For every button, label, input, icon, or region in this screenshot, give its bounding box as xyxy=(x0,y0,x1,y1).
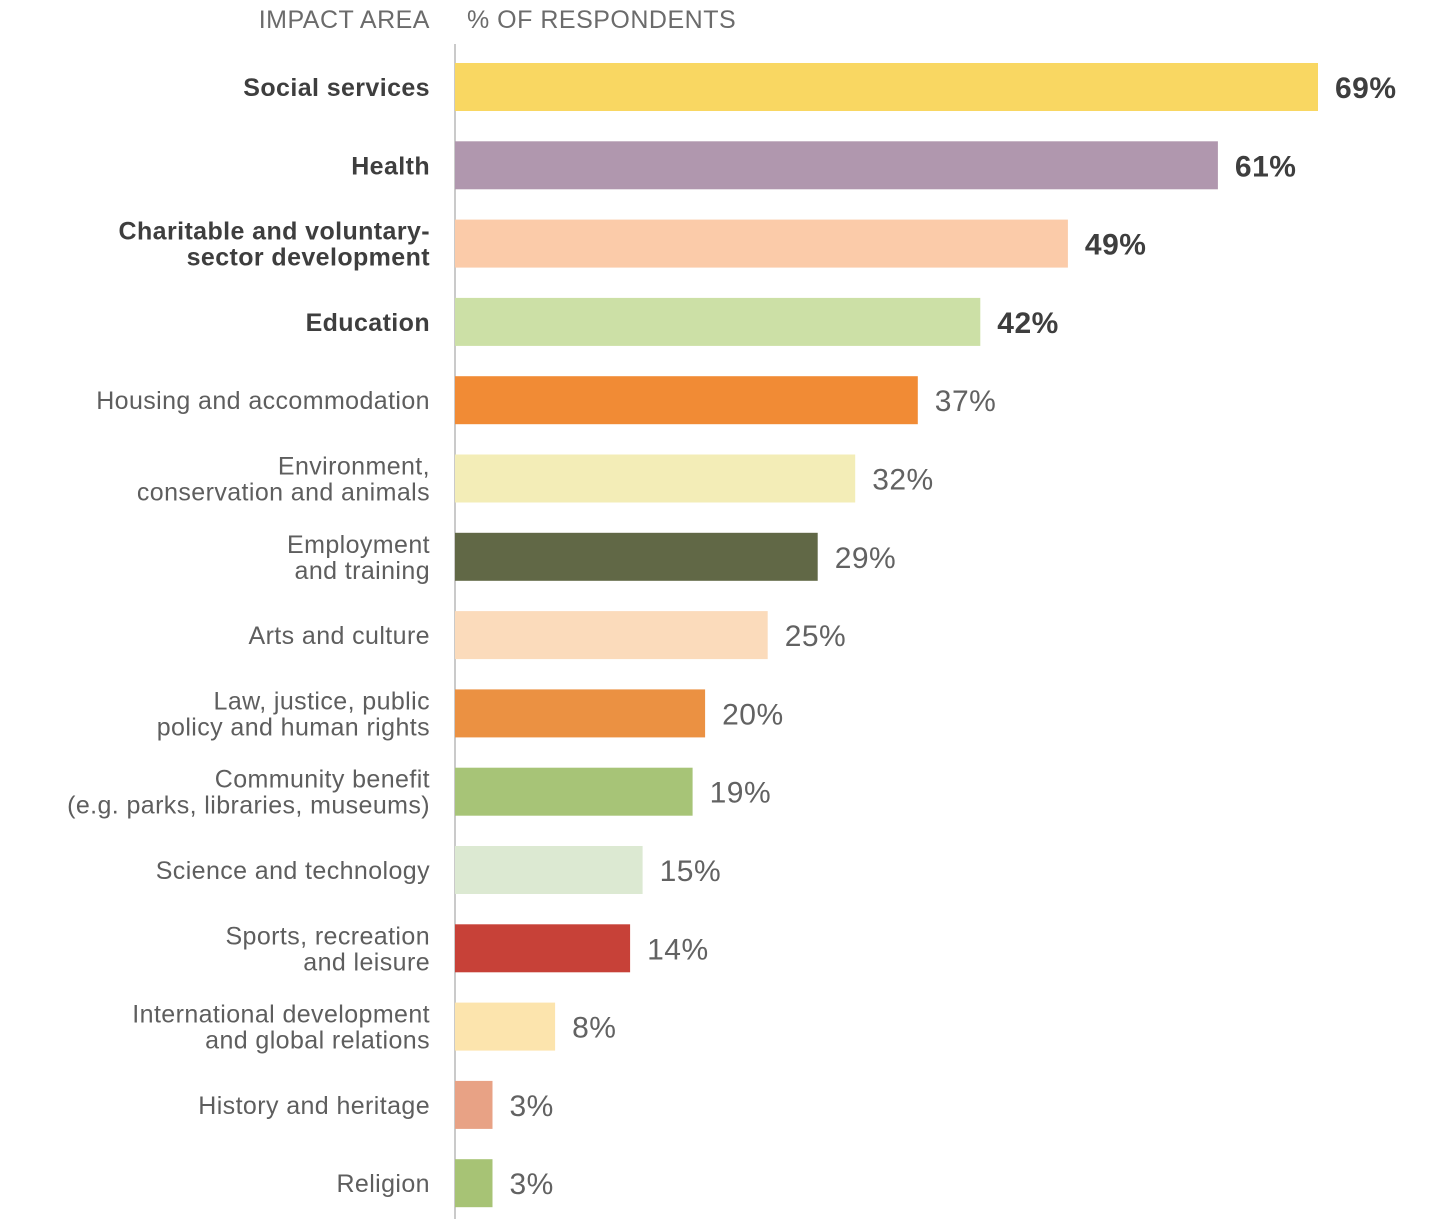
bar xyxy=(455,1002,556,1051)
value-label: 29% xyxy=(835,542,897,575)
value-label: 20% xyxy=(722,698,784,731)
category-column-header: IMPACT AREA xyxy=(259,6,430,34)
category-label: Community benefit xyxy=(215,766,430,794)
category-label: Charitable and voluntary- xyxy=(119,218,430,246)
bar xyxy=(455,1080,493,1129)
bars-group: Social services 69% Health 61% Charitable an… xyxy=(67,63,1396,1208)
value-label: 42% xyxy=(997,307,1059,340)
bar xyxy=(455,846,643,894)
category-label: and training xyxy=(295,557,430,585)
value-label: 61% xyxy=(1235,150,1297,183)
value-label: 19% xyxy=(710,777,772,810)
category-label: Social services xyxy=(243,74,430,102)
bar-row: Education 42% xyxy=(306,297,1059,346)
category-label: policy and human rights xyxy=(157,713,430,741)
category-label: and leisure xyxy=(303,948,430,976)
value-label: 14% xyxy=(647,933,709,966)
value-label: 8% xyxy=(572,1012,616,1045)
value-label: 3% xyxy=(510,1090,554,1123)
category-label: History and heritage xyxy=(198,1092,430,1120)
bar xyxy=(455,767,693,816)
bar xyxy=(455,1159,493,1208)
category-label: Employment xyxy=(287,531,430,559)
bar-row: Health 61% xyxy=(351,141,1297,190)
bar xyxy=(455,141,1218,190)
bar xyxy=(455,63,1318,111)
bar-row: Social services 69% xyxy=(243,63,1396,111)
bar xyxy=(455,376,918,425)
category-label: Arts and culture xyxy=(249,622,431,650)
category-label: Science and technology xyxy=(156,857,430,885)
bar xyxy=(455,219,1068,268)
category-label: Education xyxy=(306,309,430,337)
bar-row: Housing and accommodation 37% xyxy=(96,376,997,425)
bar-row: Religion 3% xyxy=(336,1159,554,1208)
category-label: International development xyxy=(132,1001,430,1029)
value-column-header: % OF RESPONDENTS xyxy=(467,6,736,34)
bar xyxy=(455,454,856,503)
category-label: conservation and animals xyxy=(137,479,430,507)
category-label: Environment, xyxy=(278,453,430,481)
bar-row: Environment,conservation and animals 32% xyxy=(137,453,934,507)
bar-row: Science and technology 15% xyxy=(156,846,721,894)
category-label: Sports, recreation xyxy=(225,922,430,950)
category-label: and global relations xyxy=(205,1027,430,1055)
bar-row: History and heritage 3% xyxy=(198,1080,554,1129)
value-label: 25% xyxy=(785,620,847,653)
value-label: 3% xyxy=(510,1168,554,1201)
bar-row: Charitable and voluntary-sector developm… xyxy=(119,218,1147,272)
value-label: 37% xyxy=(935,385,997,418)
category-label: Housing and accommodation xyxy=(96,387,430,415)
value-label: 32% xyxy=(872,464,934,497)
bar-row: Arts and culture 25% xyxy=(249,611,847,660)
category-label: sector development xyxy=(187,244,431,272)
bar xyxy=(455,611,768,660)
bar xyxy=(455,532,818,581)
value-label: 49% xyxy=(1085,229,1147,262)
category-label: Law, justice, public xyxy=(214,687,430,715)
category-label: Religion xyxy=(336,1170,430,1198)
bar xyxy=(455,924,631,973)
value-label: 15% xyxy=(660,855,722,888)
value-label: 69% xyxy=(1335,72,1397,105)
bar xyxy=(455,689,706,738)
bar xyxy=(455,297,981,346)
category-label: (e.g. parks, libraries, museums) xyxy=(67,792,430,820)
category-label: Health xyxy=(351,152,430,180)
bar-row: Community benefit(e.g. parks, libraries,… xyxy=(67,766,771,820)
